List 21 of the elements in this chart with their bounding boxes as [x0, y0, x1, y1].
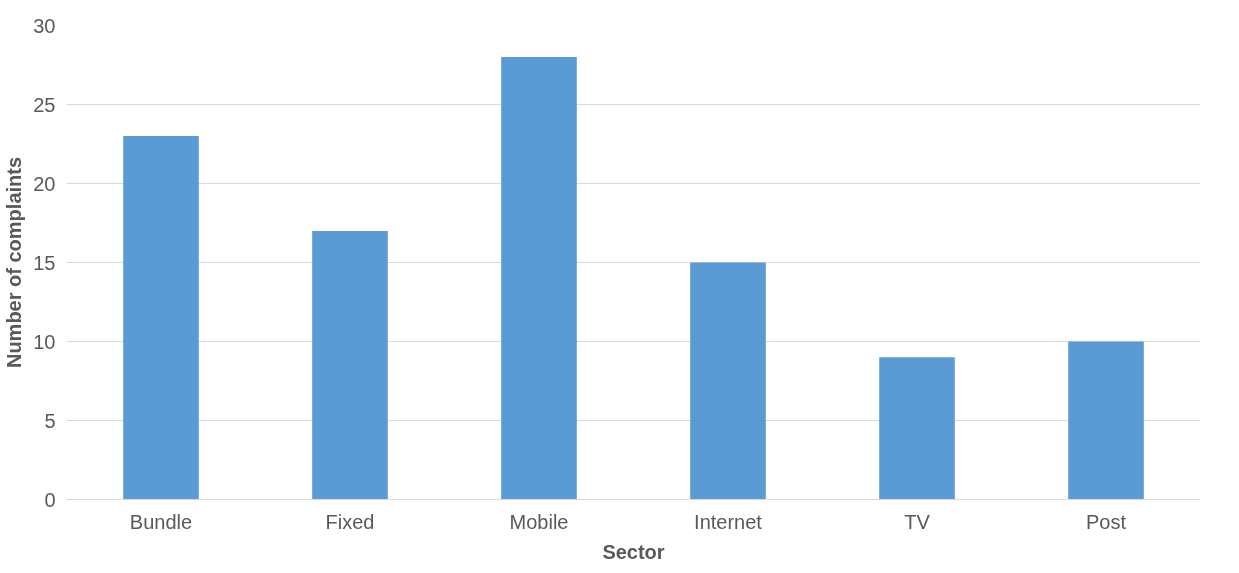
- x-tick-label: TV: [904, 510, 931, 533]
- y-tick-label: 30: [33, 14, 56, 37]
- bar: [501, 57, 577, 500]
- bar: [312, 230, 388, 500]
- bar: [879, 357, 955, 500]
- x-tick-label: Fixed: [325, 510, 375, 533]
- bar: [690, 262, 766, 500]
- x-tick-label: Bundle: [129, 510, 193, 533]
- y-tick-label: 10: [33, 330, 56, 353]
- x-tick-label: Internet: [694, 510, 763, 533]
- x-axis-title: Sector: [602, 540, 665, 563]
- y-tick-label: 15: [33, 251, 56, 274]
- x-tick-label: Post: [1085, 510, 1127, 533]
- bar: [123, 136, 199, 500]
- x-tick-label: Mobile: [509, 510, 569, 533]
- y-tick-label: 5: [44, 409, 56, 432]
- bar: [1068, 341, 1144, 500]
- y-tick-label: 25: [33, 93, 56, 116]
- y-tick-label: 0: [44, 488, 56, 511]
- y-tick-label: 20: [33, 172, 56, 195]
- y-axis-title: Number of complaints: [3, 156, 26, 369]
